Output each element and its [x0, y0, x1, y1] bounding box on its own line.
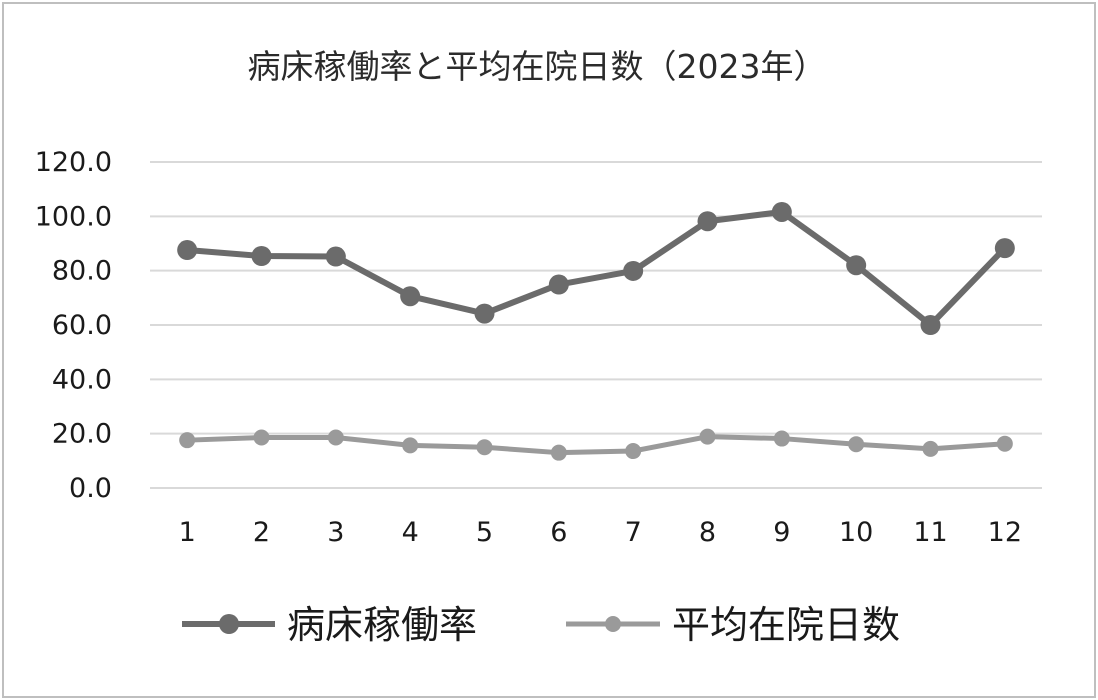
legend-item: 病床稼働率 — [182, 603, 477, 647]
data-point — [773, 430, 790, 447]
x-tick-label: 7 — [625, 517, 642, 548]
data-point — [846, 255, 867, 276]
legend-marker — [605, 616, 621, 632]
data-point — [623, 260, 644, 281]
x-tick-label: 2 — [253, 517, 270, 548]
y-tick-label: 100.0 — [35, 201, 112, 232]
data-point — [253, 429, 270, 446]
x-tick-label: 6 — [550, 517, 567, 548]
y-tick-label: 120.0 — [35, 147, 112, 178]
x-tick-label: 10 — [839, 517, 873, 548]
x-tick-label: 11 — [913, 517, 947, 548]
data-point — [325, 246, 346, 267]
data-point — [251, 245, 272, 266]
data-point — [920, 315, 941, 335]
x-tick-label: 5 — [476, 517, 493, 548]
data-point — [177, 240, 198, 261]
series-line — [186, 208, 1007, 328]
data-point — [400, 286, 421, 307]
legend-marker — [219, 614, 239, 634]
data-point — [474, 303, 495, 324]
data-point — [402, 437, 419, 454]
x-tick-label: 4 — [402, 517, 419, 548]
series-0 — [177, 201, 1015, 335]
x-tick-label: 1 — [179, 517, 196, 548]
series-line — [187, 434, 1006, 456]
data-point — [996, 435, 1013, 452]
data-point — [848, 436, 865, 453]
legend-item: 平均在院日数 — [566, 603, 900, 647]
data-point — [625, 443, 642, 460]
data-point — [548, 274, 569, 295]
data-point — [699, 428, 716, 445]
data-point — [550, 444, 567, 461]
x-tick-label: 9 — [773, 517, 790, 548]
legend-label: 平均在院日数 — [672, 603, 900, 647]
y-axis-ticks: 0.0 20.0 40.0 60.0 80.0 100.0 120.0 — [35, 147, 112, 504]
data-point — [994, 238, 1015, 259]
legend-label: 病床稼働率 — [287, 603, 477, 647]
y-tick-label: 40.0 — [52, 364, 112, 395]
legend: 病床稼働率 平均在院日数 — [182, 603, 900, 647]
chart-title: 病床稼働率と平均在院日数（2023年） — [248, 47, 827, 86]
gridlines — [150, 161, 1042, 489]
y-tick-label: 60.0 — [52, 310, 112, 341]
data-point — [179, 432, 196, 449]
y-tick-label: 80.0 — [52, 256, 112, 287]
x-tick-label: 8 — [699, 517, 716, 548]
data-point — [476, 439, 493, 456]
series-group — [177, 201, 1015, 461]
data-point — [327, 429, 344, 446]
x-axis-ticks: 1 2 3 4 5 6 7 8 9 10 11 12 — [179, 517, 1022, 548]
series-1 — [179, 428, 1013, 461]
x-tick-label: 12 — [988, 517, 1022, 548]
x-tick-label: 3 — [327, 517, 344, 548]
data-point — [697, 211, 718, 232]
y-tick-label: 0.0 — [69, 473, 112, 504]
data-point — [922, 440, 939, 457]
data-point — [771, 201, 792, 222]
y-tick-label: 20.0 — [52, 419, 112, 450]
